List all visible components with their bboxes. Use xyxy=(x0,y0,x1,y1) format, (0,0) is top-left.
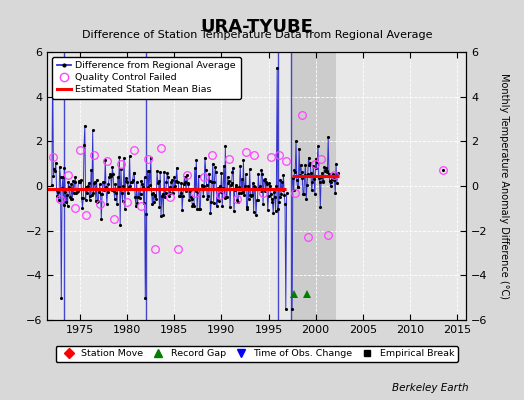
Text: URA-TYUBE: URA-TYUBE xyxy=(200,18,313,36)
Text: Berkeley Earth: Berkeley Earth xyxy=(392,383,469,393)
Text: Difference of Station Temperature Data from Regional Average: Difference of Station Temperature Data f… xyxy=(82,30,432,40)
Y-axis label: Monthly Temperature Anomaly Difference (°C): Monthly Temperature Anomaly Difference (… xyxy=(499,73,509,299)
Legend: Station Move, Record Gap, Time of Obs. Change, Empirical Break: Station Move, Record Gap, Time of Obs. C… xyxy=(56,346,458,362)
Bar xyxy=(291,52,336,320)
